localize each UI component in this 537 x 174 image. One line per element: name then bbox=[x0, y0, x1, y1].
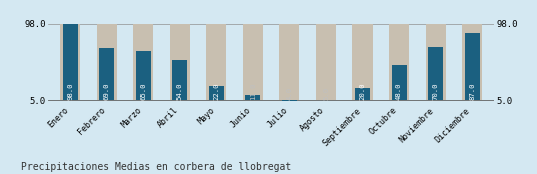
Bar bbox=[428, 47, 443, 100]
Text: 54.0: 54.0 bbox=[177, 82, 183, 100]
Bar bbox=[60, 24, 81, 100]
Bar bbox=[425, 24, 446, 100]
Text: 69.0: 69.0 bbox=[104, 82, 110, 100]
Bar bbox=[206, 24, 227, 100]
Text: 22.0: 22.0 bbox=[213, 82, 220, 100]
Bar bbox=[63, 24, 78, 100]
Bar bbox=[170, 24, 190, 100]
Bar bbox=[172, 60, 187, 100]
Bar bbox=[245, 95, 260, 100]
Bar bbox=[243, 24, 263, 100]
Bar bbox=[465, 33, 480, 100]
Bar bbox=[97, 24, 117, 100]
Bar bbox=[133, 24, 154, 100]
Text: 48.0: 48.0 bbox=[396, 82, 402, 100]
Bar bbox=[279, 24, 300, 100]
Bar bbox=[99, 48, 114, 100]
Text: 4.0: 4.0 bbox=[286, 86, 293, 100]
Text: 87.0: 87.0 bbox=[469, 82, 475, 100]
Bar bbox=[316, 24, 336, 100]
Bar bbox=[282, 100, 297, 101]
Text: 65.0: 65.0 bbox=[140, 82, 146, 100]
Bar bbox=[391, 65, 407, 100]
Bar bbox=[136, 51, 151, 100]
Bar bbox=[209, 86, 224, 100]
Text: 98.0: 98.0 bbox=[67, 82, 73, 100]
Bar bbox=[389, 24, 409, 100]
Text: 70.0: 70.0 bbox=[433, 82, 439, 100]
Text: 20.0: 20.0 bbox=[359, 82, 366, 100]
Text: 5.0: 5.0 bbox=[323, 86, 329, 100]
Bar bbox=[352, 24, 373, 100]
Text: 11.0: 11.0 bbox=[250, 82, 256, 100]
Bar bbox=[462, 24, 482, 100]
Text: Precipitaciones Medias en corbera de llobregat: Precipitaciones Medias en corbera de llo… bbox=[21, 162, 292, 172]
Bar bbox=[355, 88, 370, 100]
